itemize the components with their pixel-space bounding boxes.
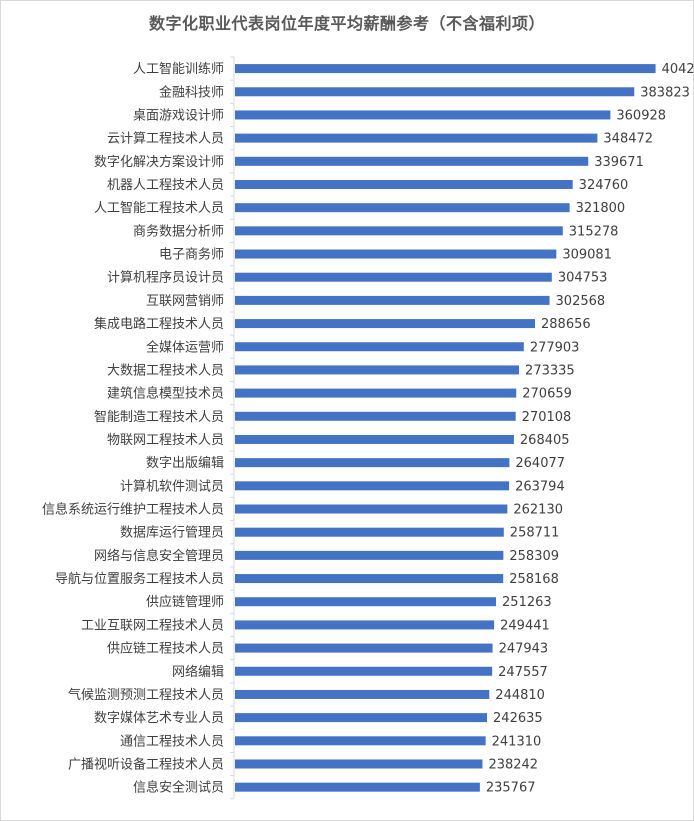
category-label: 商务数据分析师: [133, 223, 224, 239]
category-label: 计算机程序员设计员: [107, 271, 224, 286]
category-label: 机器人工程技术人员: [107, 178, 224, 193]
bar: [235, 342, 524, 352]
data-label: 242635: [493, 711, 543, 726]
bar: [235, 434, 514, 444]
bar: [235, 411, 516, 421]
data-label: 324760: [579, 178, 629, 193]
data-label: 247557: [498, 665, 548, 680]
category-label: 数字出版编辑: [146, 456, 224, 471]
bar: [235, 458, 510, 468]
data-label: 315278: [569, 224, 619, 239]
category-label: 建筑信息模型技术员: [107, 386, 224, 402]
bar: [235, 759, 483, 769]
category-label: 气候监测预测工程技术人员: [68, 687, 224, 703]
category-label: 人工智能训练师: [133, 62, 224, 77]
category-label: 数据库运行管理员: [120, 525, 224, 541]
bar: [235, 574, 504, 584]
plot-area: 人工智能训练师 404245 金融科技师 383823 桌面游戏设计师 360928 云计算…: [42, 56, 694, 800]
bar: [235, 666, 493, 676]
category-label: 云计算工程技术人员: [107, 132, 224, 147]
bar: [235, 550, 504, 560]
data-label: 268405: [520, 433, 570, 448]
bar: [235, 643, 493, 653]
data-label: 241310: [492, 734, 542, 749]
data-label: 264077: [515, 456, 565, 471]
category-label: 广播视听设备工程技术人员: [68, 756, 224, 772]
bar: [235, 597, 497, 607]
data-label: 404245: [662, 62, 694, 77]
bar: [235, 504, 508, 514]
category-label: 大数据工程技术人员: [107, 363, 224, 378]
data-label: 360928: [616, 108, 666, 123]
category-label: 人工智能工程技术人员: [94, 201, 224, 216]
bar: [235, 156, 589, 166]
data-label: 262130: [513, 503, 563, 518]
bar: [235, 249, 557, 259]
bar: [235, 713, 488, 723]
category-label: 信息系统运行维护工程技术人员: [42, 502, 224, 518]
data-label: 263794: [515, 479, 565, 494]
category-label: 网络与信息安全管理员: [94, 548, 224, 564]
data-label: 238242: [488, 757, 538, 772]
category-label: 互联网营销师: [146, 294, 224, 309]
bar: [235, 272, 552, 282]
bar: [235, 110, 611, 120]
bar: [235, 527, 504, 537]
data-label: 348472: [603, 132, 653, 147]
bar: [235, 295, 550, 305]
bar: [235, 481, 510, 491]
bar: [235, 226, 563, 236]
data-label: 244810: [495, 688, 545, 703]
data-label: 309081: [562, 248, 612, 263]
bar: [235, 133, 598, 143]
category-label: 导航与位置服务工程技术人员: [55, 571, 224, 587]
data-label: 247943: [499, 642, 549, 657]
bar: [235, 736, 486, 746]
category-label: 供应链工程技术人员: [107, 641, 224, 657]
data-label: 249441: [500, 618, 550, 633]
category-label: 数字化解决方案设计师: [94, 154, 224, 170]
bar: [235, 179, 573, 189]
category-label: 计算机软件测试员: [120, 479, 224, 494]
data-label: 258711: [510, 526, 560, 541]
data-label: 302568: [556, 294, 606, 309]
data-label: 339671: [594, 155, 644, 170]
category-label: 供应链管理师: [146, 594, 224, 610]
category-label: 智能制造工程技术人员: [94, 410, 224, 425]
data-label: 270659: [522, 387, 572, 402]
category-label: 信息安全测试员: [133, 780, 224, 796]
data-label: 273335: [525, 363, 575, 378]
bar: [235, 64, 656, 74]
category-label: 工业互联网工程技术人员: [81, 618, 224, 633]
bar: [235, 319, 536, 329]
data-label: 251263: [502, 595, 552, 610]
data-label: 235767: [486, 781, 536, 796]
data-label: 288656: [541, 317, 591, 332]
bar: [235, 620, 495, 630]
data-label: 258168: [509, 572, 559, 587]
data-label: 270108: [522, 410, 572, 425]
data-label: 383823: [640, 85, 690, 100]
data-label: 277903: [530, 340, 580, 355]
category-label: 物联网工程技术人员: [107, 433, 224, 448]
bar: [235, 203, 570, 213]
chart-title: 数字化职业代表岗位年度平均薪酬参考（不含福利项）: [148, 14, 545, 33]
data-label: 304753: [558, 271, 608, 286]
category-label: 电子商务师: [159, 247, 224, 263]
bar: [235, 689, 490, 699]
bar: [235, 365, 520, 375]
category-label: 网络编辑: [172, 664, 224, 680]
category-label: 全媒体运营师: [146, 339, 224, 355]
data-label: 321800: [576, 201, 626, 216]
category-label: 金融科技师: [159, 84, 224, 100]
category-label: 桌面游戏设计师: [133, 108, 224, 123]
bar: [235, 388, 517, 398]
category-label: 数字媒体艺术专业人员: [94, 711, 224, 726]
bar: [235, 87, 635, 97]
category-label: 集成电路工程技术人员: [94, 316, 224, 332]
data-label: 258309: [509, 549, 559, 564]
category-label: 通信工程技术人员: [120, 734, 224, 749]
bar: [235, 782, 480, 792]
